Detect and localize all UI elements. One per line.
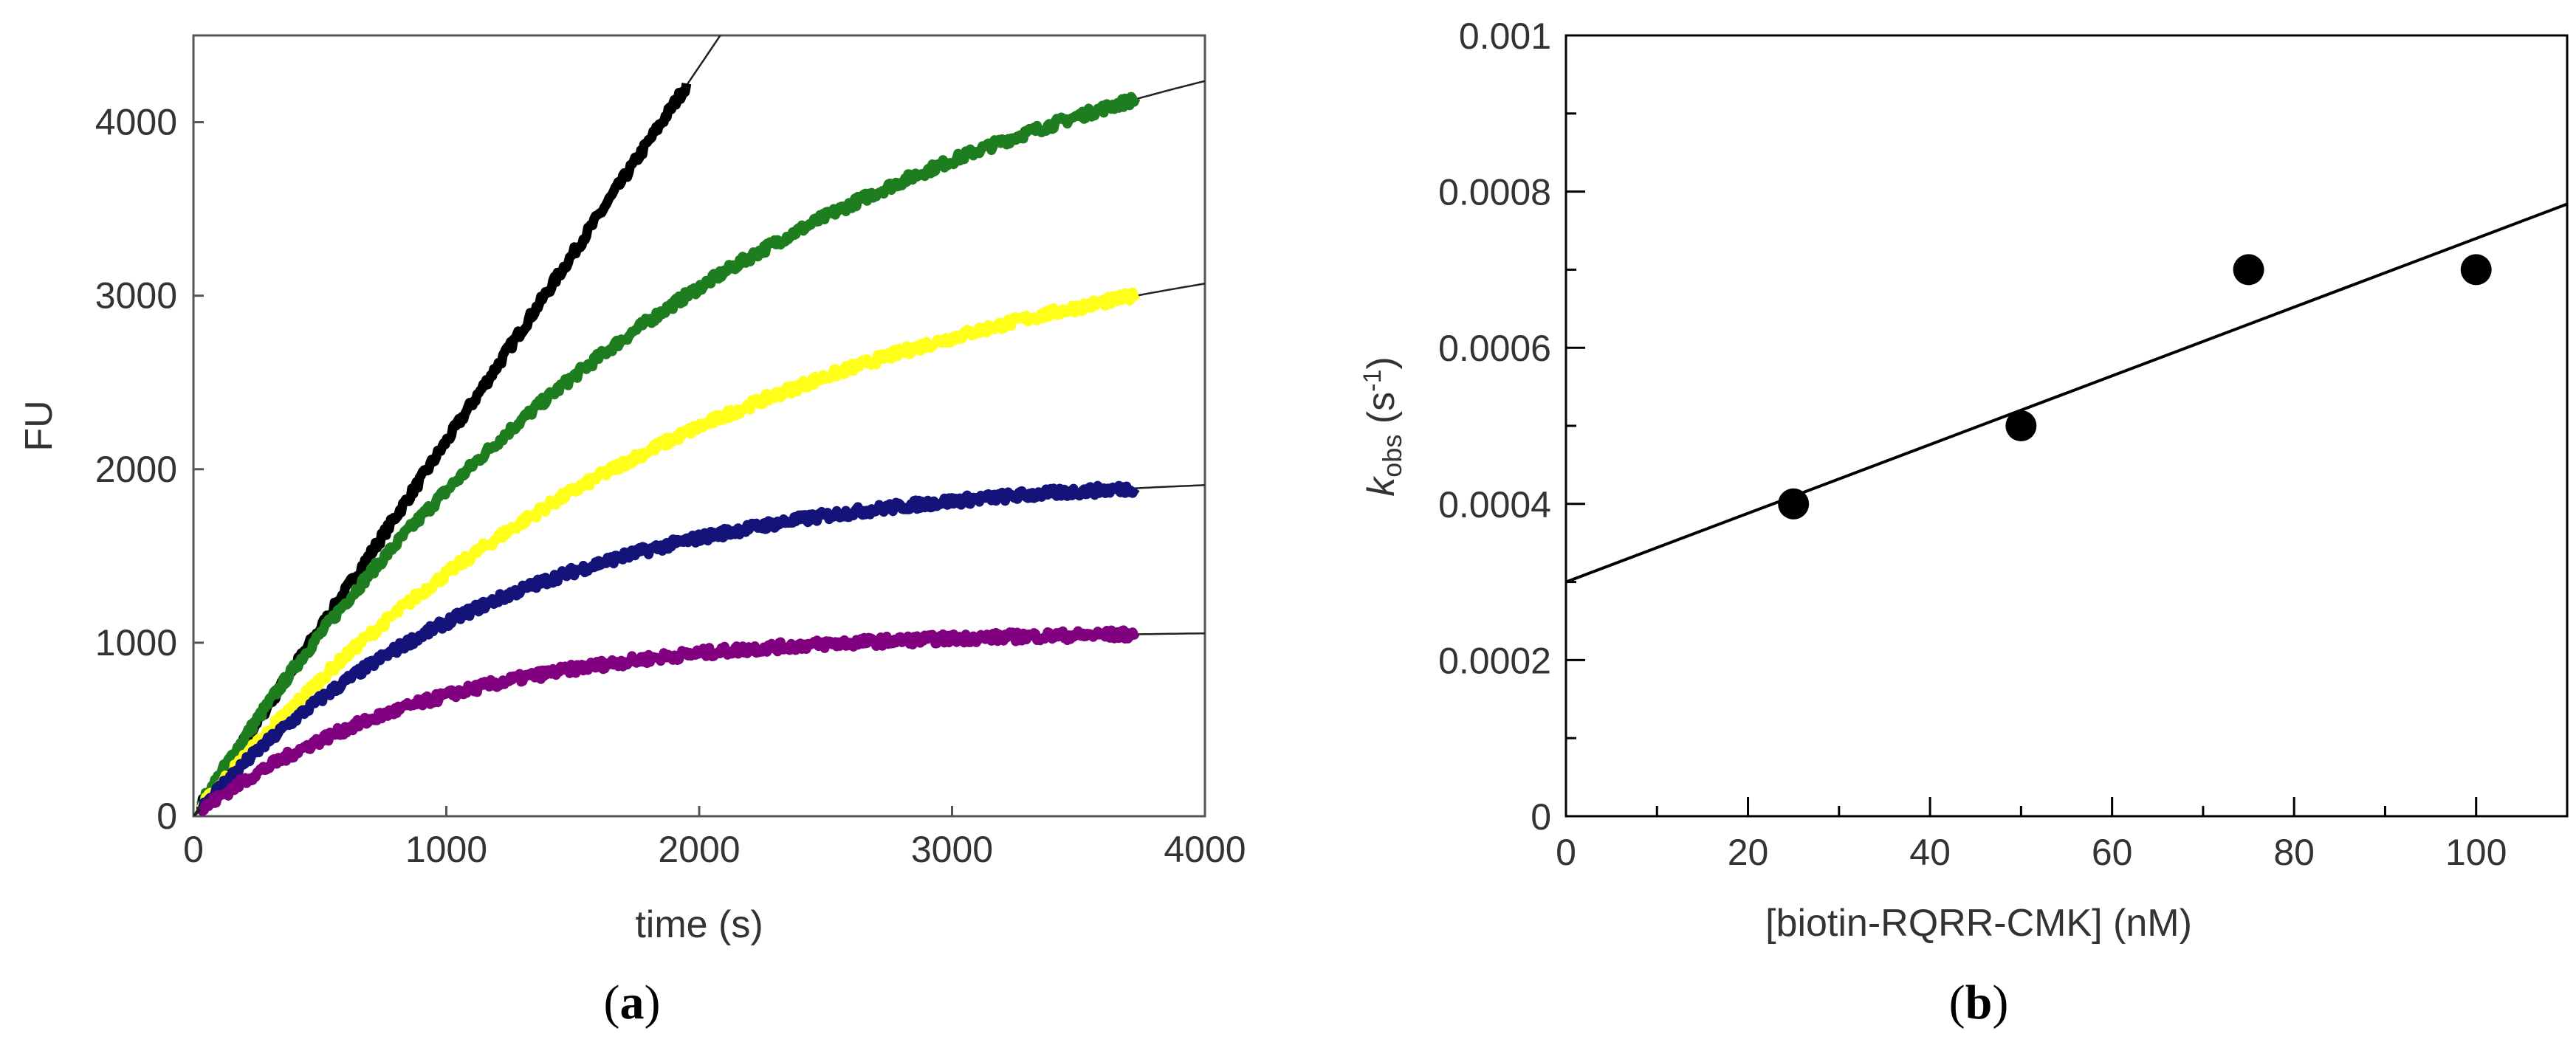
y-tick-label: 0.001 (1459, 15, 1551, 57)
y-tick-label: 1000 (95, 622, 177, 663)
x-tick-label: 2000 (658, 829, 740, 870)
y-tick-label: 0.0006 (1438, 328, 1551, 369)
data-series-purple (197, 625, 1140, 816)
panel-b-chart: 0 20 40 60 80 100 0 0.0002 0.0004 0.0006 0.0008 0.0… (1359, 15, 2569, 1030)
y-tick-label: 0.0002 (1438, 640, 1551, 681)
data-series-green (196, 92, 1141, 810)
panel-a-label: (a) (604, 976, 661, 1030)
panel-b-label: (b) (1949, 976, 2009, 1030)
data-series-navy (197, 480, 1140, 814)
x-tick-label: 80 (2273, 832, 2315, 873)
data-series-yellow (196, 287, 1141, 811)
panel-b-x-axis-label: [biotin-RQRR-CMK] (nM) (1765, 902, 2192, 945)
data-point (1778, 488, 1810, 520)
fit-line (1565, 202, 2568, 584)
panel-b-ticks (1565, 34, 2478, 818)
y-tick-label: 0.0004 (1438, 484, 1551, 525)
panel-a-tick-labels: 0 1000 2000 3000 4000 0 1000 2000 3000 4000 (95, 102, 1246, 870)
y-tick-label: 0.0008 (1438, 172, 1551, 213)
x-tick-label: 0 (183, 829, 204, 870)
y-tick-label: 2000 (95, 449, 177, 490)
x-tick-label: 100 (2445, 832, 2507, 873)
x-tick-label: 1000 (405, 829, 487, 870)
x-tick-label: 60 (2092, 832, 2133, 873)
y-tick-label: 0 (1531, 796, 1551, 838)
x-tick-label: 20 (1728, 832, 1769, 873)
data-point (2233, 254, 2264, 286)
panel-b-marks (1565, 202, 2568, 584)
panel-a-series (193, 35, 1205, 816)
data-point (2005, 410, 2037, 441)
panel-a-chart: 0 1000 2000 3000 4000 0 1000 2000 3000 4000 time … (18, 34, 1246, 1030)
panel-b-y-axis-label: kobs (s-1) (1359, 356, 1407, 496)
panel-b-plot-frame (1565, 34, 2569, 818)
x-tick-label: 4000 (1164, 829, 1246, 870)
panel-a-x-axis-label: time (s) (635, 903, 763, 946)
fit-line-green (193, 80, 1205, 816)
y-tick-label: 3000 (95, 275, 177, 317)
panel-a-y-axis-label: FU (18, 400, 61, 451)
panel-b-axes (1565, 34, 2569, 818)
y-tick-label: 0 (157, 796, 177, 837)
x-tick-label: 3000 (911, 829, 993, 870)
panel-b-tick-labels: 0 20 40 60 80 100 0 0.0002 0.0004 0.0006 0.0008 0.0… (1438, 15, 2507, 873)
y-tick-label: 4000 (95, 102, 177, 143)
data-point (2460, 254, 2492, 286)
x-tick-label: 0 (1556, 832, 1576, 873)
x-tick-label: 40 (1909, 832, 1951, 873)
panel-a-ticks (192, 121, 1206, 818)
